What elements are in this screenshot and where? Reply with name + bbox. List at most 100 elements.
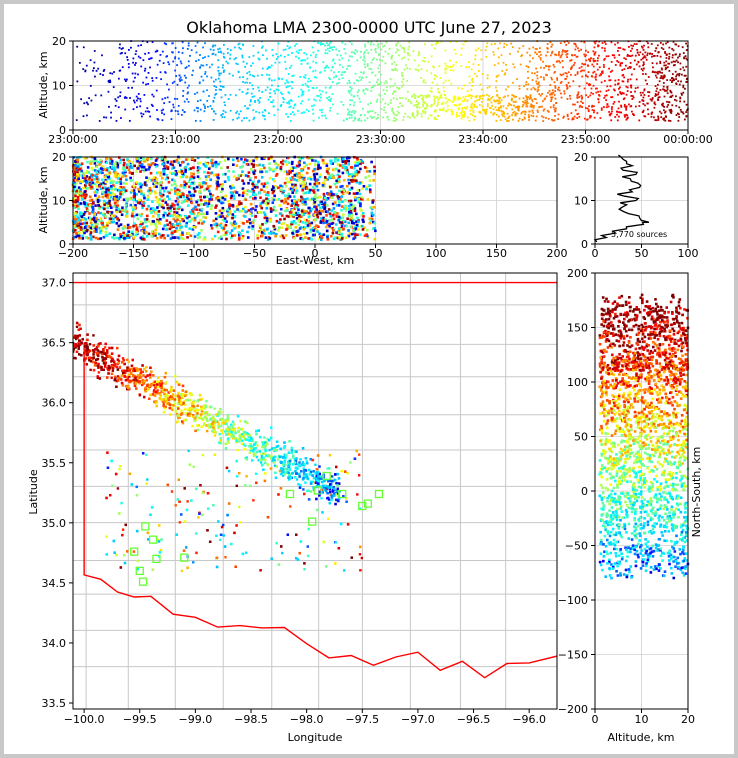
lma-source-point xyxy=(227,98,230,100)
lma-source-point xyxy=(681,111,684,114)
lma-source-point xyxy=(105,224,109,227)
lma-source-point xyxy=(132,108,135,111)
lma-source-point xyxy=(262,54,264,56)
lma-source-point xyxy=(263,166,266,170)
lma-source-point xyxy=(291,188,294,192)
lma-source-point xyxy=(290,222,293,226)
lma-source-point xyxy=(206,204,209,208)
lma-source-point xyxy=(197,232,201,235)
lma-source-point xyxy=(329,100,332,102)
lma-source-point xyxy=(169,162,173,166)
lma-source-point xyxy=(84,183,87,187)
lma-source-point xyxy=(566,56,568,58)
lma-source-point xyxy=(173,187,177,190)
lma-source-point xyxy=(166,206,170,210)
lma-source-point xyxy=(106,173,109,177)
lma-source-point xyxy=(197,185,201,189)
lma-source-point xyxy=(121,175,124,178)
lma-source-point xyxy=(668,52,671,55)
lma-source-point xyxy=(340,237,344,240)
lma-source-point xyxy=(157,210,161,213)
lma-source-point xyxy=(109,181,113,185)
lma-source-point xyxy=(160,157,164,160)
lma-source-point xyxy=(183,183,187,187)
lma-source-point xyxy=(684,55,687,58)
lma-source-point xyxy=(93,169,97,172)
lma-source-point xyxy=(192,166,195,170)
lma-source-point xyxy=(184,165,187,169)
lma-source-point xyxy=(89,221,93,225)
lma-source-point xyxy=(301,185,305,188)
lma-source-point xyxy=(518,47,521,50)
lma-source-point xyxy=(529,94,532,97)
lma-source-point xyxy=(95,217,98,220)
lma-source-point xyxy=(74,170,77,174)
lma-source-point xyxy=(574,54,576,56)
lma-source-point xyxy=(177,57,180,60)
lma-source-point xyxy=(244,158,247,161)
lma-source-point xyxy=(653,102,656,105)
lma-source-point xyxy=(462,116,465,118)
lma-source-point xyxy=(672,64,675,67)
lma-source-point xyxy=(323,203,326,207)
lma-source-point xyxy=(546,43,549,45)
lma-source-point xyxy=(141,229,144,233)
lma-source-point xyxy=(675,114,678,116)
lma-source-point xyxy=(236,159,240,163)
lma-source-point xyxy=(574,48,577,51)
lma-source-point xyxy=(357,170,361,174)
lma-source-point xyxy=(137,93,140,95)
lma-source-point xyxy=(666,92,669,95)
lma-source-point xyxy=(294,103,297,106)
lma-source-point xyxy=(168,63,171,66)
lma-source-point xyxy=(630,110,633,113)
lma-source-point xyxy=(173,236,177,239)
lma-source-point xyxy=(277,89,280,92)
lma-source-point xyxy=(325,42,328,44)
lma-source-point xyxy=(360,159,364,163)
lma-source-point xyxy=(634,105,637,108)
lma-source-point xyxy=(593,109,596,112)
lma-source-point xyxy=(435,41,438,43)
lma-source-point xyxy=(106,190,110,194)
lma-source-point xyxy=(564,72,567,74)
lma-source-point xyxy=(348,79,350,82)
lma-source-point xyxy=(147,110,149,113)
lma-source-point xyxy=(328,224,331,228)
lma-source-point xyxy=(344,52,347,55)
lma-source-point xyxy=(304,76,307,79)
lma-source-point xyxy=(168,227,172,231)
lma-source-point xyxy=(430,72,433,75)
lma-source-point xyxy=(559,82,562,84)
lma-source-point xyxy=(103,203,106,207)
lma-source-point xyxy=(538,51,541,53)
lma-source-point xyxy=(658,70,661,73)
lma-source-point xyxy=(101,195,105,199)
lma-source-point xyxy=(366,235,370,239)
lma-source-point xyxy=(435,75,438,78)
lma-source-point xyxy=(407,52,409,54)
lma-source-point xyxy=(139,182,143,186)
lma-source-point xyxy=(666,41,669,43)
lma-source-point xyxy=(186,158,190,161)
lma-source-point xyxy=(373,221,377,225)
lma-source-point xyxy=(148,165,151,169)
lma-source-point xyxy=(562,66,564,69)
lma-source-point xyxy=(660,75,663,77)
lma-source-point xyxy=(289,113,292,116)
lma-source-point xyxy=(433,102,435,105)
lma-source-point xyxy=(78,211,82,214)
lma-source-point xyxy=(106,222,109,225)
lma-source-point xyxy=(486,103,489,105)
lma-source-point xyxy=(306,62,309,65)
lma-source-point xyxy=(73,203,77,207)
lma-source-point xyxy=(640,58,643,61)
lma-source-point xyxy=(137,97,139,100)
lma-source-point xyxy=(173,97,176,100)
lma-source-point xyxy=(357,219,360,222)
lma-source-point xyxy=(155,236,159,240)
lma-source-point xyxy=(644,104,646,107)
lma-source-point xyxy=(138,190,141,193)
lma-source-point xyxy=(177,196,180,199)
lma-source-point xyxy=(536,77,539,80)
